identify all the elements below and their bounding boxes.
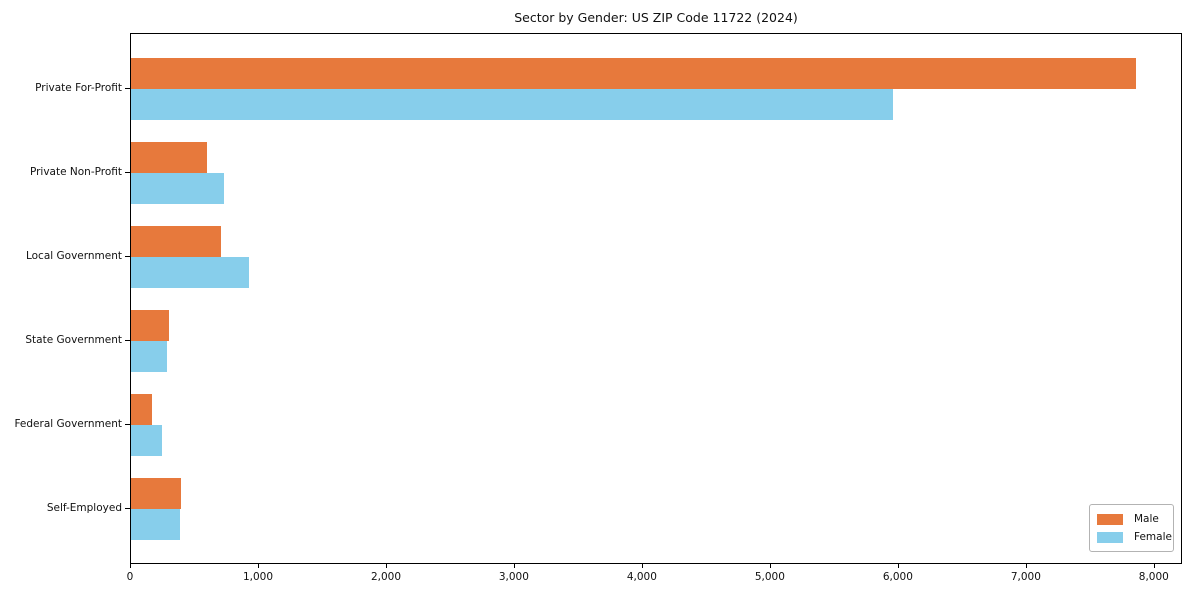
y-tick-mark	[125, 424, 130, 425]
bar-male-federal-government	[131, 394, 152, 425]
x-tick-mark	[130, 564, 131, 568]
legend-swatch-female	[1097, 531, 1123, 543]
x-tick-mark	[386, 564, 387, 568]
category-label-federal-government: Federal Government	[14, 418, 122, 430]
bar-female-local-government	[131, 257, 249, 288]
bar-female-federal-government	[131, 425, 162, 456]
category-label-local-government: Local Government	[25, 250, 122, 262]
bar-female-private-non-profit	[131, 173, 225, 204]
legend: Male Female	[1089, 504, 1174, 552]
legend-entry-male: Male	[1097, 513, 1166, 525]
bar-male-private-for-profit	[131, 58, 1136, 89]
bar-female-private-for-profit	[131, 89, 893, 120]
bar-male-local-government	[131, 226, 221, 257]
y-tick-mark	[125, 508, 130, 509]
x-tick-mark	[1153, 564, 1155, 568]
x-tick-mark	[1025, 564, 1027, 568]
chart-title: Sector by Gender: US ZIP Code 11722 (202…	[514, 10, 798, 25]
y-tick-mark	[125, 172, 130, 173]
x-tick-label-3000: 3,000	[498, 571, 529, 583]
bar-male-state-government	[131, 310, 170, 341]
bar-female-self-employed	[131, 509, 180, 540]
x-tick-label-0: 0	[126, 571, 134, 583]
y-tick-mark	[125, 340, 130, 341]
category-label-state-government: State Government	[25, 334, 122, 346]
x-tick-label-7000: 7,000	[1010, 571, 1041, 583]
legend-label-female: Female	[1134, 531, 1172, 543]
x-tick-label-1000: 1,000	[242, 571, 274, 583]
x-tick-label-2000: 2,000	[370, 571, 402, 583]
legend-entry-female: Female	[1097, 531, 1172, 543]
x-tick-label-8000: 8,000	[1138, 571, 1169, 583]
y-tick-mark	[125, 88, 130, 89]
category-label-self-employed: Self-Employed	[46, 502, 122, 514]
x-tick-label-4000: 4,000	[626, 571, 657, 583]
x-tick-mark	[641, 564, 643, 568]
bar-male-self-employed	[131, 478, 181, 509]
category-label-private-for-profit: Private For-Profit	[35, 82, 122, 94]
x-tick-label-6000: 6,000	[882, 571, 913, 583]
x-tick-mark	[897, 564, 899, 568]
x-tick-label-5000: 5,000	[754, 571, 785, 583]
bar-male-private-non-profit	[131, 142, 207, 173]
x-tick-mark	[258, 564, 259, 568]
x-tick-mark	[513, 564, 515, 568]
plot-area: Male Female	[130, 33, 1182, 564]
legend-swatch-male	[1097, 513, 1123, 525]
bar-female-state-government	[131, 341, 167, 372]
category-label-private-non-profit: Private Non-Profit	[29, 166, 122, 178]
y-tick-mark	[125, 256, 130, 257]
x-tick-mark	[769, 564, 771, 568]
legend-label-male: Male	[1134, 513, 1159, 525]
